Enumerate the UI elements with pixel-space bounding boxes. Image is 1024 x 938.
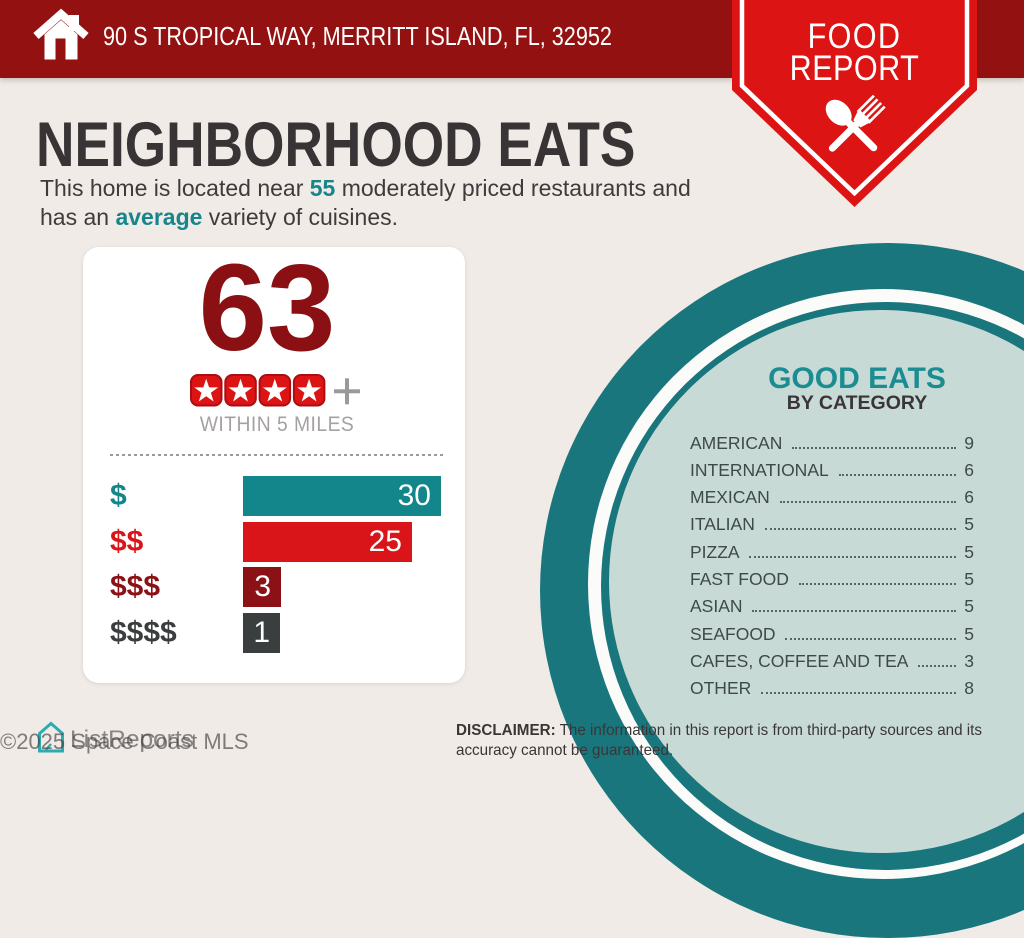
svg-text:REPORT: REPORT bbox=[790, 48, 920, 87]
svg-text:FOOD: FOOD bbox=[808, 16, 902, 55]
